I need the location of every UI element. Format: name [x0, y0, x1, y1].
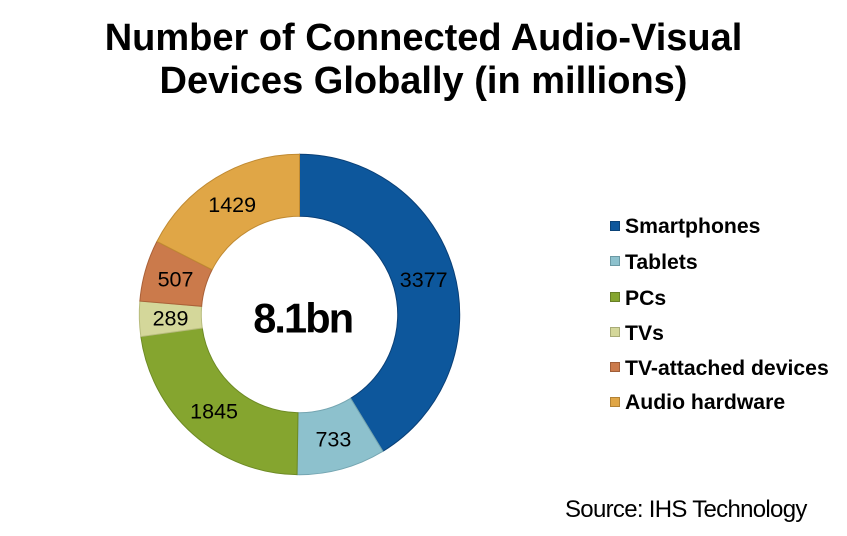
svg-text:8.1bn: 8.1bn — [253, 295, 352, 342]
svg-text:507: 507 — [158, 268, 194, 292]
svg-text:1845: 1845 — [190, 400, 238, 424]
svg-text:289: 289 — [153, 307, 189, 331]
svg-text:1429: 1429 — [208, 193, 256, 217]
svg-text:733: 733 — [315, 428, 351, 452]
svg-text:3377: 3377 — [400, 268, 448, 292]
